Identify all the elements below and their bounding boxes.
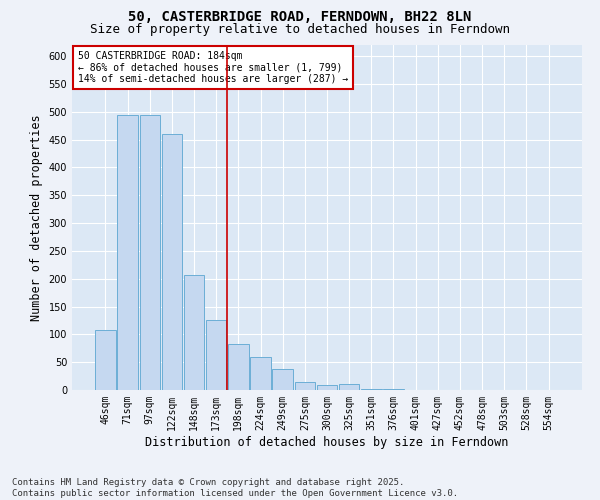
Text: Size of property relative to detached houses in Ferndown: Size of property relative to detached ho… — [90, 22, 510, 36]
Bar — [361, 389, 382, 390]
Text: Contains HM Land Registry data © Crown copyright and database right 2025.
Contai: Contains HM Land Registry data © Crown c… — [12, 478, 458, 498]
Text: 50, CASTERBRIDGE ROAD, FERNDOWN, BH22 8LN: 50, CASTERBRIDGE ROAD, FERNDOWN, BH22 8L… — [128, 10, 472, 24]
Bar — [317, 385, 337, 390]
Bar — [95, 330, 116, 390]
Bar — [272, 369, 293, 390]
Bar — [206, 320, 226, 390]
Bar — [228, 344, 248, 390]
Bar — [295, 382, 315, 390]
Bar — [161, 134, 182, 390]
Bar — [339, 384, 359, 390]
X-axis label: Distribution of detached houses by size in Ferndown: Distribution of detached houses by size … — [145, 436, 509, 448]
Y-axis label: Number of detached properties: Number of detached properties — [30, 114, 43, 321]
Bar — [140, 114, 160, 390]
Bar — [118, 114, 138, 390]
Text: 50 CASTERBRIDGE ROAD: 184sqm
← 86% of detached houses are smaller (1, 799)
14% o: 50 CASTERBRIDGE ROAD: 184sqm ← 86% of de… — [77, 50, 348, 84]
Bar — [184, 275, 204, 390]
Bar — [250, 357, 271, 390]
